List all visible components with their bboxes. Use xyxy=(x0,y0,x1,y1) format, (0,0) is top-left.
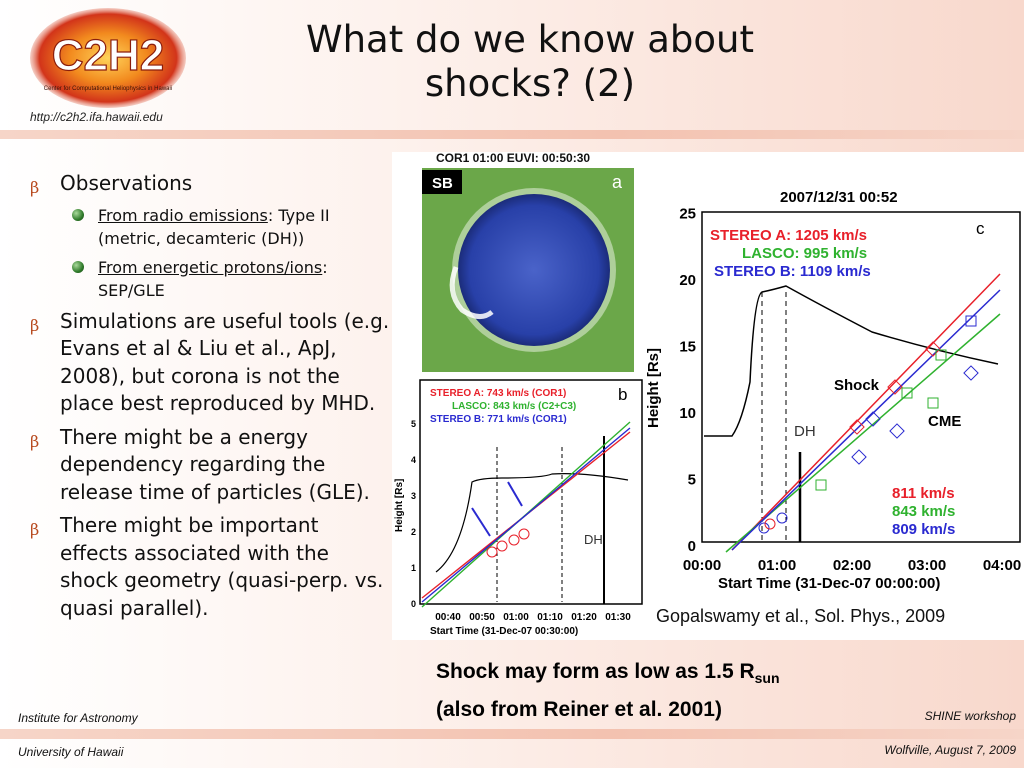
panel-b-x-ticks: 00:40 00:50 01:00 01:10 01:20 01:30 xyxy=(435,612,631,623)
tick-label: 3 xyxy=(411,491,416,501)
tick-label: 5 xyxy=(688,472,696,489)
header-url[interactable]: http://c2h2.ifa.hawaii.edu xyxy=(30,110,163,124)
figure-panel: COR1 01:00 EUVI: 00:50:30 SB a b STEREO … xyxy=(392,151,1024,640)
panel-c-cme-label: CME xyxy=(928,413,961,430)
panel-c-chart: 2007/12/31 00:52 c STEREO A: 1205 km/s L… xyxy=(645,189,1021,592)
tick-label: 01:10 xyxy=(537,612,563,623)
panel-c-label: c xyxy=(976,219,985,238)
green-ball-icon xyxy=(72,208,84,221)
shock-note-text: Shock may form as low as 1.5 R xyxy=(436,660,755,683)
panel-a-image: SB a xyxy=(422,168,634,372)
panel-b-label: b xyxy=(618,385,627,404)
panel-c-legend-stereo-a: STEREO A: 1205 km/s xyxy=(710,227,867,244)
particles-link[interactable]: From energetic protons/ions xyxy=(98,257,323,277)
tick-label: 01:20 xyxy=(571,612,597,623)
tick-label: 10 xyxy=(679,405,696,422)
panel-c-ylabel: Height [Rs] xyxy=(645,348,662,428)
shock-note-subscript: sun xyxy=(754,670,780,687)
tick-label: 04:00 xyxy=(983,557,1021,574)
sub-bullet-text: : Type II (metric, decamteric (DH)) xyxy=(98,205,330,248)
tick-label: 4 xyxy=(411,455,416,465)
logo-text: C2H2 xyxy=(52,31,165,80)
footer-university: University of Hawaii xyxy=(18,745,124,759)
tick-label: 20 xyxy=(679,272,696,289)
bullet-text: There might be a energy dependency regar… xyxy=(60,424,370,504)
footer-workshop: SHINE workshop xyxy=(924,709,1016,723)
panel-c-legend-lasco: LASCO: 995 km/s xyxy=(742,245,867,262)
footer-band xyxy=(0,729,1024,739)
tick-label: 00:40 xyxy=(435,612,461,623)
tick-label: 01:00 xyxy=(503,612,529,623)
bullet-icon: β xyxy=(30,178,40,197)
logo-subtitle: Center for Computational Heliophysics in… xyxy=(44,86,172,92)
bullet-simulations: β Simulations are useful tools (e.g. Eva… xyxy=(30,308,390,418)
tick-label: 01:00 xyxy=(758,557,796,574)
panel-c-x-ticks: 00:00 01:00 02:00 03:00 04:00 xyxy=(683,557,1021,574)
tick-label: 02:00 xyxy=(833,557,871,574)
tick-label: 1 xyxy=(411,563,416,573)
title-line-2: shocks? (2) xyxy=(424,62,636,105)
bullet-geometry: β There might be important effects assoc… xyxy=(30,512,390,622)
sub-bullet-particles: From energetic protons/ions: SEP/GLE xyxy=(60,256,390,302)
tick-label: 00:50 xyxy=(469,612,495,623)
panel-c-dh: DH xyxy=(794,423,816,440)
sub-bullet-radio: From radio emissions: Type II (metric, d… xyxy=(60,204,390,250)
tick-label: 03:00 xyxy=(908,557,946,574)
tick-label: 5 xyxy=(411,419,416,429)
panel-c-speed-blue: 809 km/s xyxy=(892,521,955,538)
bullet-text: There might be important effects associa… xyxy=(60,513,384,620)
tick-label: 25 xyxy=(679,206,696,223)
panel-b-chart: b STEREO A: 743 km/s (COR1) LASCO: 843 k… xyxy=(394,379,643,637)
panel-b-legend-lasco: LASCO: 843 km/s (C2+C3) xyxy=(452,401,576,412)
panel-c-shock-label: Shock xyxy=(834,377,880,394)
title-line-1: What do we know about xyxy=(306,18,754,61)
green-ball-icon xyxy=(72,260,84,273)
panel-a-sb: SB xyxy=(432,175,453,192)
footer-location-date: Wolfville, August 7, 2009 xyxy=(884,743,1016,757)
bullet-icon: β xyxy=(30,520,40,539)
tick-label: 0 xyxy=(688,538,696,555)
bullet-list: β Observations From radio emissions: Typ… xyxy=(30,170,390,628)
panel-c-y-ticks: 0 5 10 15 20 25 xyxy=(679,206,696,556)
bullet-text: Observations xyxy=(60,171,193,195)
tick-label: 15 xyxy=(679,339,696,356)
panel-b-legend-stereo-b: STEREO B: 771 km/s (COR1) xyxy=(430,414,567,425)
panel-a-label: a xyxy=(612,172,623,192)
shock-note-line-2: (also from Reiner et al. 2001) xyxy=(436,698,722,722)
bullet-icon: β xyxy=(30,315,40,335)
tick-label: 0 xyxy=(411,599,416,609)
panel-b-legend-stereo-a: STEREO A: 743 km/s (COR1) xyxy=(430,388,566,399)
sub-bullet-list: From radio emissions: Type II (metric, d… xyxy=(60,204,390,302)
header-band xyxy=(0,130,1024,139)
tick-label: 2 xyxy=(411,527,416,537)
footer-institute: Institute for Astronomy xyxy=(18,711,138,725)
panel-b-dh: DH xyxy=(584,532,603,547)
panel-c-xlabel: Start Time (31-Dec-07 00:00:00) xyxy=(718,575,940,592)
panel-b-xlabel: Start Time (31-Dec-07 00:30:00) xyxy=(430,626,578,637)
panel-a-header: COR1 01:00 EUVI: 00:50:30 xyxy=(436,152,590,165)
panel-c-speed-green: 843 km/s xyxy=(892,503,955,520)
tick-label: 01:30 xyxy=(605,612,631,623)
panel-c-title: 2007/12/31 00:52 xyxy=(780,189,898,206)
bullet-energy: β There might be a energy dependency reg… xyxy=(30,424,390,507)
figure-caption: Gopalswamy et al., Sol. Phys., 2009 xyxy=(656,606,946,626)
bullet-observations: β Observations From radio emissions: Typ… xyxy=(30,170,390,302)
bullet-icon: β xyxy=(30,431,40,451)
panel-b-y-ticks: 0 1 2 3 4 5 xyxy=(411,419,416,609)
shock-note: Shock may form as low as 1.5 Rsun (also … xyxy=(436,656,780,725)
panel-c-speed-red: 811 km/s xyxy=(892,485,955,502)
shock-note-line-1: Shock may form as low as 1.5 Rsun xyxy=(436,656,780,694)
bullet-text: Simulations are useful tools (e.g. Evans… xyxy=(60,308,390,416)
page-title: What do we know about shocks? (2) xyxy=(220,18,840,106)
panel-c-legend-stereo-b: STEREO B: 1109 km/s xyxy=(714,263,871,280)
panel-b-ylabel: Height [Rs] xyxy=(394,479,405,532)
tick-label: 00:00 xyxy=(683,557,721,574)
sub-bullet-text: : SEP/GLE xyxy=(98,257,328,300)
c2h2-logo: C2H2 Center for Computational Heliophysi… xyxy=(28,6,188,110)
radio-link[interactable]: From radio emissions xyxy=(98,205,268,225)
